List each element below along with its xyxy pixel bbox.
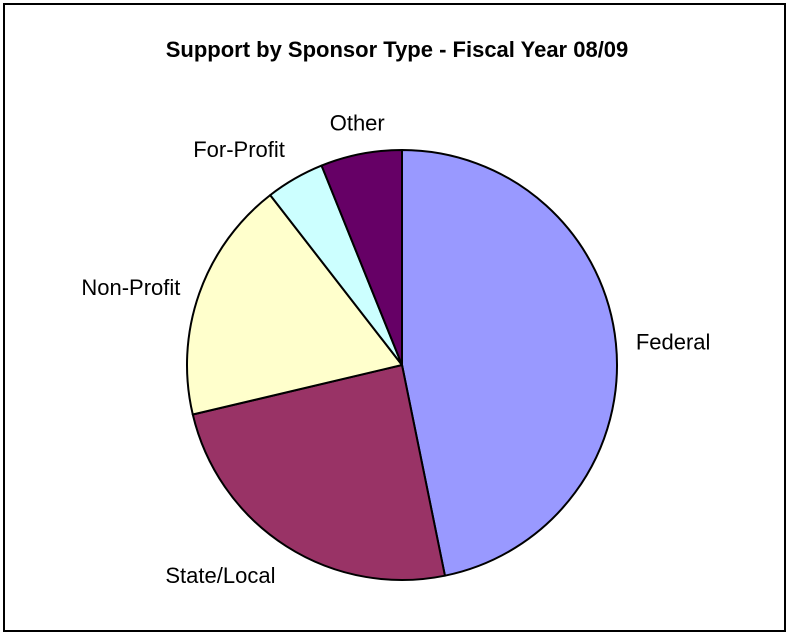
slice-label-federal: Federal xyxy=(636,329,711,354)
pie-slice-other xyxy=(320,149,403,366)
slice-label-non-profit: Non-Profit xyxy=(81,275,180,300)
pie-slice-non-profit xyxy=(186,194,403,416)
pie-slice-federal xyxy=(401,149,618,577)
slice-label-other: Other xyxy=(330,110,385,135)
chart-title: Support by Sponsor Type - Fiscal Year 08… xyxy=(165,37,629,62)
pie-slice-state-local xyxy=(191,364,446,581)
slice-label-for-profit: For-Profit xyxy=(193,137,285,162)
slice-label-state-local: State/Local xyxy=(165,563,275,588)
